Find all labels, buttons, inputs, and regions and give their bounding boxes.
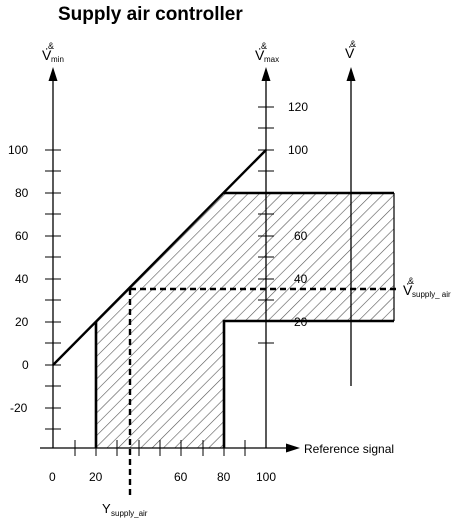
x-tick-0: 0 xyxy=(49,470,56,484)
tick-label-40: 40 xyxy=(15,272,29,286)
tick-label-60: 60 xyxy=(294,229,308,243)
svg-text:supply_air: supply_air xyxy=(111,509,148,518)
reference-signal-label: Reference signal xyxy=(304,442,394,456)
vmin-axis-tick-labels: 100 80 60 40 20 0 -20 xyxy=(8,143,29,415)
region-boundary-right-lower xyxy=(222,319,394,448)
x-tick-20: 20 xyxy=(89,470,103,484)
diagram-title: Supply air controller xyxy=(58,4,243,25)
v-axis-label: V̇ & xyxy=(345,39,356,61)
tick-label-100: 100 xyxy=(8,143,28,157)
v-axis-arrow xyxy=(346,67,356,81)
v-supply-air-label: V̇ & supply_ air xyxy=(403,276,451,299)
vmax-axis-arrow xyxy=(261,67,271,81)
tick-label-neg20: -20 xyxy=(10,401,28,415)
svg-text:V̇: V̇ xyxy=(345,45,355,61)
x-tick-80: 80 xyxy=(217,470,231,484)
svg-text:supply_ air: supply_ air xyxy=(412,290,451,299)
svg-text:&: & xyxy=(350,39,356,49)
tick-label-80: 80 xyxy=(15,186,29,200)
tick-label-60: 60 xyxy=(15,229,29,243)
reference-signal-axis-arrow xyxy=(286,443,300,453)
tick-label-100: 100 xyxy=(288,143,308,157)
svg-text:V̇: V̇ xyxy=(255,47,265,63)
vmin-vmax-diagonal-line xyxy=(52,149,267,366)
svg-text:&: & xyxy=(408,276,414,286)
vmin-axis-label: V̇ & min xyxy=(42,41,64,64)
svg-text:max: max xyxy=(264,55,279,64)
svg-text:min: min xyxy=(51,55,64,64)
svg-text:&: & xyxy=(261,41,267,51)
tick-label-120: 120 xyxy=(288,100,308,114)
vmax-axis-label: V̇ & max xyxy=(255,41,279,64)
tick-label-40: 40 xyxy=(294,272,308,286)
tick-label-20: 20 xyxy=(15,315,29,329)
reference-signal-tick-labels: 0 20 60 80 100 xyxy=(49,470,276,484)
svg-text:V̇: V̇ xyxy=(403,282,413,298)
tick-label-0: 0 xyxy=(22,358,29,372)
y-supply-air-label: Y supply_air xyxy=(102,501,148,518)
vmin-axis-ticks xyxy=(45,149,61,430)
svg-text:&: & xyxy=(48,41,54,51)
x-tick-100: 100 xyxy=(256,470,276,484)
svg-text:V̇: V̇ xyxy=(42,47,52,63)
vmin-axis-arrow xyxy=(48,67,58,81)
x-tick-60: 60 xyxy=(174,470,188,484)
svg-text:Y: Y xyxy=(102,501,111,516)
